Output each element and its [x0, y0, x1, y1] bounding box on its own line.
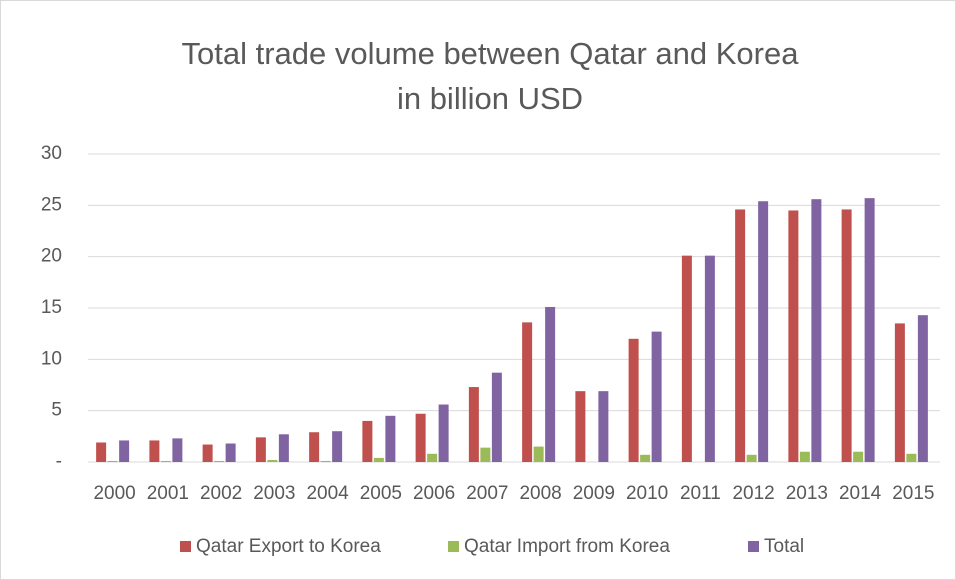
x-tick-label: 2000 — [93, 483, 135, 504]
x-tick-label: 2004 — [306, 483, 349, 504]
bar — [735, 209, 746, 462]
x-tick-label: 2005 — [360, 483, 402, 504]
chart-title: in billion USD — [397, 81, 583, 116]
bar — [255, 437, 266, 462]
bar — [651, 331, 662, 462]
bar — [491, 372, 502, 462]
y-tick-label: 15 — [41, 297, 62, 318]
bar — [758, 201, 769, 462]
bar — [119, 440, 130, 462]
bar — [332, 431, 343, 462]
y-tick-label: 5 — [51, 400, 62, 421]
legend-marker — [748, 541, 759, 552]
bar — [811, 199, 822, 462]
legend-label: Qatar Import from Korea — [464, 536, 670, 557]
bar — [681, 255, 692, 462]
x-tick-label: 2001 — [147, 483, 189, 504]
bar — [704, 255, 715, 462]
chart-title: Total trade volume between Qatar and Kor… — [182, 36, 800, 71]
y-tick-label: 30 — [41, 143, 62, 164]
bar — [214, 460, 225, 462]
bar — [225, 443, 236, 462]
bar — [427, 453, 438, 462]
bar — [894, 323, 905, 462]
bar — [917, 315, 928, 462]
bar — [362, 420, 373, 462]
bar — [149, 440, 160, 462]
bar — [598, 391, 609, 462]
x-tick-label: 2013 — [786, 483, 828, 504]
x-tick-label: 2008 — [519, 483, 561, 504]
x-tick-label: 2003 — [253, 483, 295, 504]
x-tick-label: 2002 — [200, 483, 242, 504]
bar — [438, 404, 449, 462]
bar — [746, 454, 757, 462]
bar — [640, 454, 651, 462]
bar — [545, 306, 556, 462]
x-tick-label: 2011 — [680, 483, 721, 504]
bar — [841, 209, 852, 462]
y-tick-label: 10 — [41, 348, 62, 369]
bar — [788, 210, 799, 462]
bar — [799, 451, 810, 462]
x-tick-label: 2015 — [892, 483, 934, 504]
bar — [906, 453, 917, 462]
bar — [533, 446, 544, 462]
bar — [107, 460, 118, 462]
legend-marker — [448, 541, 459, 552]
bar — [864, 198, 875, 462]
bar — [853, 451, 864, 462]
x-tick-label: 2014 — [839, 483, 882, 504]
bar — [522, 322, 533, 462]
bar — [373, 457, 384, 462]
bar — [96, 442, 107, 462]
y-tick-label: 20 — [41, 246, 62, 267]
bar — [160, 460, 171, 462]
bar — [267, 459, 278, 462]
x-tick-label: 2007 — [466, 483, 508, 504]
x-tick-label: 2006 — [413, 483, 455, 504]
x-tick-label: 2010 — [626, 483, 668, 504]
bar — [202, 444, 213, 462]
legend-label: Total — [764, 536, 804, 557]
bar — [628, 338, 639, 462]
bar — [172, 438, 183, 462]
bar — [320, 460, 331, 462]
legend-marker — [180, 541, 191, 552]
y-tick-label: 25 — [41, 194, 62, 215]
bar — [480, 447, 491, 462]
y-tick-label: - — [56, 451, 62, 472]
bar — [385, 415, 396, 462]
x-tick-label: 2009 — [573, 483, 615, 504]
bar — [309, 432, 320, 462]
bar — [575, 391, 586, 462]
bar — [415, 413, 426, 462]
x-tick-label: 2012 — [732, 483, 774, 504]
legend-label: Qatar Export to Korea — [196, 536, 381, 557]
bar — [468, 387, 479, 462]
bar — [278, 434, 289, 462]
